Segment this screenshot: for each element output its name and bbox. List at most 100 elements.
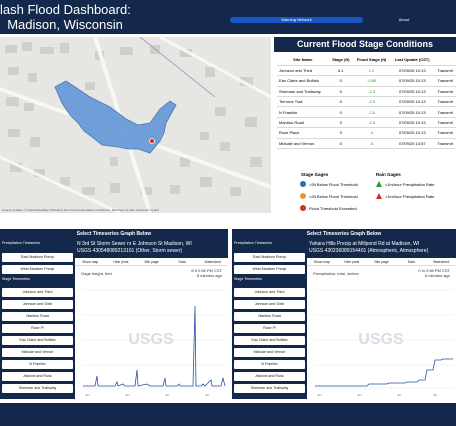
sidebar-item-east-madison-precip[interactable]: East Madison Precip [2, 253, 73, 262]
cell-status: Transmit [434, 86, 456, 98]
cell-site: Manitou Road [277, 117, 329, 129]
hide-plots-button[interactable]: Hide plots [344, 260, 360, 264]
show-map-button[interactable]: Show map [82, 260, 99, 264]
table-row[interactable]: Johnson and Third 5.1 1.2 07/09/25 10:13 Tra… [277, 65, 456, 77]
table-row[interactable]: Eau Claire and Buffalo 0 -0.85 07/09/25 10:… [277, 75, 456, 87]
sidebar-item-west-madison-precip[interactable]: West Madison Precip [234, 265, 305, 274]
sidebar-item-johnson-third[interactable]: Johnson and Third [234, 288, 305, 297]
stage-gage-marker[interactable] [149, 138, 155, 144]
map-attribution: County of Dane, © OpenStreetMap, Microso… [2, 208, 160, 212]
cell-site: Midvale and Vernon [277, 138, 329, 150]
sidebar-item-eau-claire-buffalo[interactable]: Eau Claire and Buffalo [2, 336, 73, 345]
sidebar-item-atwood-rusk[interactable]: Atwood and Rusk [234, 372, 305, 381]
gage-height-chart[interactable]: USGS Jun Jun Jul Jul [75, 280, 228, 399]
flood-map[interactable]: County of Dane, © OpenStreetMap, Microso… [0, 37, 271, 213]
col-site: Site Name [277, 55, 329, 66]
cell-status: Transmit [434, 75, 456, 87]
map-canvas[interactable] [0, 37, 271, 213]
sidebar-item-sherman-trailsway[interactable]: Sherman and Trailsway [234, 384, 305, 393]
table-row[interactable]: N Franklin 0 -2.6 07/09/25 10:13 Transmit [277, 106, 456, 118]
watershed-link[interactable]: Watershed [204, 260, 221, 264]
sidebar-item-west-madison-precip[interactable]: West Madison Precip [2, 265, 73, 274]
header-bar: lash Flood Dashboard: Madison, Wisconsin… [0, 0, 456, 34]
sidebar-item-n-franklin[interactable]: N Franklin [234, 360, 305, 369]
about-link[interactable]: About [398, 17, 410, 22]
cell-status: Transmit [434, 117, 456, 129]
site-page-link[interactable]: Site page [144, 260, 159, 264]
graph-toolbar: Show map Hide plots Site page Data Water… [307, 258, 456, 266]
cell-flood: -2.6 [352, 117, 391, 129]
show-map-button[interactable]: Show map [313, 260, 330, 264]
table-row[interactable]: Midvale and Vernon 0 -5 07/09/25 10:57 Trans… [277, 138, 456, 150]
left-panel-title: Select Timeseries Graph Below [76, 231, 152, 237]
cell-flood: -2.6 [352, 106, 391, 118]
chart-grid [83, 289, 225, 389]
legend-rain-heading: Rain Gages [376, 172, 401, 177]
table-row[interactable]: Manitou Road 0 -2.6 07/09/25 10:13 Transmit [277, 117, 456, 129]
cell-stage: 0 [328, 96, 353, 108]
cell-stage: 0 [328, 117, 353, 129]
stage-table: Site Name Stage (ft) Flood Stage (ft) La… [277, 55, 456, 150]
sidebar-item-midvale-vernon[interactable]: Midvale and Vernon [234, 348, 305, 357]
precipitation-chart[interactable]: USGS Jun Jun Jul Jul [307, 280, 456, 399]
sidebar-item-rose-pl[interactable]: Rose Pl [234, 324, 305, 333]
legend-item: >2ft Below Flood Threshold [300, 181, 358, 187]
tick-label: Jun [85, 393, 90, 397]
sidebar-item-johnson-sixth[interactable]: Johnson and Sixth [234, 300, 305, 309]
sidebar-item-manitou-road[interactable]: Manitou Road [234, 312, 305, 321]
cell-updated: 07/09/25 10:13 [390, 117, 435, 129]
sidebar-item-midvale-vernon[interactable]: Midvale and Vernon [2, 348, 73, 357]
watershed-link[interactable]: Watershed [432, 260, 450, 264]
table-row[interactable]: Sherman and Trailsway 0 -2.3 07/09/25 10:13… [277, 86, 456, 98]
left-timeseries-panel: Select Timeseries Graph Below Precipitat… [0, 229, 228, 399]
col-last-update: Last Update (CST) [390, 55, 435, 66]
hide-plots-button[interactable]: Hide plots [113, 260, 129, 264]
sidebar-item-sherman-trailsway[interactable]: Sherman and Trailsway [2, 384, 73, 393]
cell-flood: -2.3 [352, 86, 391, 98]
latest-ago: 8 minutes ago [196, 273, 222, 278]
table-row[interactable]: Rose Place 0 -4 07/09/25 10:13 Transmit [277, 127, 456, 139]
graph-latest-value: 6 ft 2:56 PM CST 8 minutes ago [191, 268, 222, 278]
legend-stage-heading: Stage Gages [301, 172, 329, 177]
col-stage: Stage (ft) [328, 55, 353, 66]
sidebar-item-atwood-rusk[interactable]: Atwood and Rusk [2, 372, 73, 381]
cell-stage: 0 [328, 86, 353, 98]
graph-site-id: USGS 430548089213101 (Other, Storm sewer… [77, 247, 183, 254]
sidebar-item-east-madison-precip[interactable]: East Madison Precip [234, 253, 305, 262]
latest-ago: 8 minutes ago [424, 273, 450, 278]
cell-stage: 0 [328, 106, 353, 118]
table-row[interactable]: Tierrone Trail 0 -2.5 07/09/25 10:13 Transmi… [277, 96, 456, 108]
sidebar-item-manitou-road[interactable]: Manitou Road [2, 312, 73, 321]
graph-latest-value: 0 in 2:56 PM CST 8 minutes ago [418, 268, 450, 278]
page-title: lash Flood Dashboard: Madison, Wisconsin [0, 2, 131, 32]
sidebar-item-eau-claire-buffalo[interactable]: Eau Claire and Buffalo [234, 336, 305, 345]
site-page-link[interactable]: Site page [374, 260, 389, 264]
graph-toolbar: Show map Hide plots Site page Data Water… [75, 258, 228, 266]
sidebar-item-n-franklin[interactable]: N Franklin [2, 360, 73, 369]
data-link[interactable]: Data [407, 260, 415, 264]
x-axis-ticks: Jun Jun Jul Jul [317, 393, 437, 397]
data-link[interactable]: Data [178, 260, 186, 264]
cell-status: Transmit [434, 96, 456, 108]
graph-site-id: USGS 430236089154401 (Atmospheric, Atmos… [309, 247, 429, 254]
right-panel-title: Select Timeseries Graph Below [306, 231, 382, 237]
cell-status: Transmit [434, 127, 456, 139]
graph-header: N 3rd St Storm Sewer nr E Johnson St Mad… [75, 240, 228, 258]
legend-label: <2ft Below Flood Threshold [309, 193, 358, 199]
flood-extent-polygon[interactable] [54, 80, 177, 154]
usgs-watermark: USGS [128, 331, 174, 348]
sidebar-item-johnson-third[interactable]: Johnson and Third [2, 288, 73, 297]
road [0, 155, 121, 213]
road [159, 37, 271, 99]
cell-updated: 07/09/25 10:13 [390, 75, 435, 87]
sidebar-item-johnson-sixth[interactable]: Johnson and Sixth [2, 300, 73, 309]
cell-updated: 07/09/25 10:57 [390, 138, 435, 150]
cell-updated: 07/09/25 10:13 [390, 65, 435, 77]
legend-label: >1in/hour Precipitation Rate [385, 193, 435, 199]
blue-dot-icon [300, 181, 306, 187]
warning-network-button[interactable]: Warning Network [230, 17, 363, 23]
cell-site: Rose Place [277, 127, 329, 139]
legend-label: <1in/hour Precipitation Rate [385, 181, 435, 187]
cell-site: N Franklin [277, 106, 329, 118]
sidebar-item-rose-pl[interactable]: Rose Pl [2, 324, 73, 333]
